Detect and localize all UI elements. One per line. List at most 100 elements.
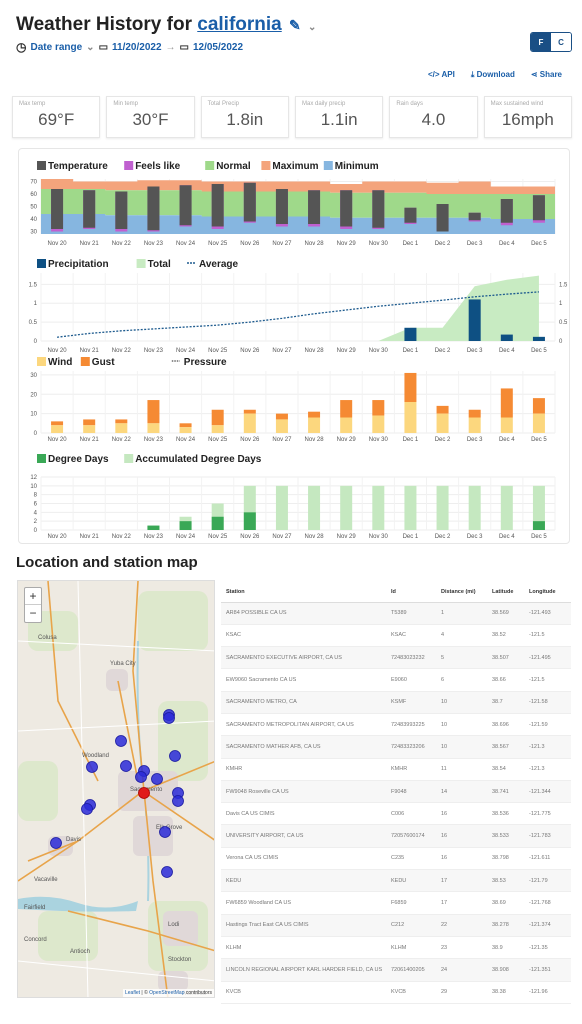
longitude-cell: -121.351 <box>529 958 571 982</box>
location-link[interactable]: california <box>197 14 282 35</box>
col-longitude[interactable]: Longitude <box>529 582 571 603</box>
chevron-down-icon[interactable]: ⌄ <box>308 22 317 33</box>
table-row[interactable]: LINCOLN REGIONAL AIRPORT KARL HARDER FIE… <box>221 958 571 982</box>
table-row[interactable]: SACRAMENTO EXECUTIVE AIRPORT, CA US 72483… <box>221 646 571 670</box>
station-name-cell: KSAC <box>221 624 391 648</box>
table-row[interactable]: KLHM KLHM 23 38.9 -121.35 <box>221 936 571 960</box>
y-tick-label: 6 <box>34 502 38 508</box>
station-marker[interactable] <box>169 750 181 762</box>
stat-label: Total Precip <box>207 101 240 107</box>
station-marker[interactable] <box>50 837 62 849</box>
map-place-label: Stockton <box>168 957 191 963</box>
legend-swatch <box>124 161 134 170</box>
table-row[interactable]: Verona CA US CIMIS C235 16 38.798 -121.611 <box>221 847 571 871</box>
col-latitude[interactable]: Latitude <box>492 582 529 603</box>
table-row[interactable]: KSAC KSAC 4 38.52 -121.5 <box>221 624 571 648</box>
latitude-cell: 38.908 <box>492 958 529 982</box>
x-tick-label: Nov 20 <box>48 241 68 247</box>
osm-link[interactable]: OpenStreetMap <box>149 990 185 996</box>
station-marker[interactable] <box>163 712 175 724</box>
share-link[interactable]: ⋖ Share <box>531 70 562 80</box>
map-place-label: Davis <box>66 837 81 843</box>
station-marker[interactable] <box>151 773 163 785</box>
wind-bar <box>179 427 192 433</box>
download-label: Download <box>476 70 515 79</box>
table-row[interactable]: KVCB KVCB 29 38.38 -121.96 <box>221 981 571 1004</box>
distance-cell: 4 <box>441 624 492 648</box>
latitude-cell: 38.52 <box>492 624 529 648</box>
station-marker[interactable] <box>115 735 127 747</box>
pencil-icon[interactable]: ✎ <box>289 17 301 33</box>
table-row[interactable]: SACRAMENTO METROPOLITAN AIRPORT, CA US 72… <box>221 713 571 737</box>
chevron-down-icon[interactable]: ⌄ <box>86 41 95 53</box>
station-table-grid: Station Id Distance (mi) Latitude Longit… <box>221 582 571 1004</box>
unit-c-button[interactable]: C <box>551 33 571 51</box>
station-name-cell: AR84 POSSIBLE CA US <box>221 602 391 625</box>
table-row[interactable]: KMHR KMHR 11 38.54 -121.3 <box>221 758 571 781</box>
y-tick-label: 0 <box>34 431 38 437</box>
start-date[interactable]: 11/20/2022 <box>112 41 162 53</box>
y-tick-label: 20 <box>30 392 37 398</box>
date-range-button[interactable]: Date range <box>30 41 83 53</box>
y-tick-label-right: 0 <box>559 339 563 345</box>
station-marker[interactable] <box>172 795 184 807</box>
unit-f-button[interactable]: F <box>531 33 551 51</box>
table-row[interactable]: KEDU KEDU 17 38.53 -121.79 <box>221 869 571 893</box>
longitude-cell: -121.3 <box>529 735 571 759</box>
station-marker[interactable] <box>135 771 147 783</box>
summary-stats: Max temp 69°F Min temp 30°F Total Precip 1.… <box>12 96 572 138</box>
table-row[interactable]: SACRAMENTO MATHER AFB, CA US 72483323206 1… <box>221 735 571 759</box>
gust-bar <box>308 411 321 418</box>
table-row[interactable]: SACRAMENTO METRO, CA KSMF 10 38.7 -121.58 <box>221 691 571 714</box>
table-row[interactable]: Davis CA US CIMIS C006 16 38.536 -121.775 <box>221 802 571 826</box>
table-row[interactable]: Hastings Tract East CA US CIMIS C212 22 38.… <box>221 914 571 937</box>
y-tick-label: 8 <box>34 493 38 499</box>
legend-label: Gust <box>92 357 115 368</box>
x-tick-label: Dec 2 <box>435 241 451 247</box>
x-tick-label: Nov 25 <box>208 348 228 354</box>
zoom-out-button[interactable]: − <box>29 606 37 620</box>
y-tick-label: 12 <box>30 475 37 481</box>
gust-bar <box>404 372 417 402</box>
station-marker[interactable] <box>159 826 171 838</box>
gust-bar <box>51 421 64 426</box>
longitude-cell: -121.3 <box>529 758 571 781</box>
station-map[interactable]: + − Yuba CityColusaSacramentoElk GroveVa… <box>17 580 215 998</box>
station-name-cell: Verona CA US CIMIS <box>221 847 391 871</box>
x-tick-label: Dec 2 <box>435 534 451 540</box>
station-id-cell: T5389 <box>391 602 441 625</box>
station-id-cell: 72483323206 <box>391 735 441 759</box>
leaflet-link[interactable]: Leaflet <box>125 990 141 996</box>
map-road <box>47 581 99 782</box>
table-row[interactable]: EW9060 Sacramento CA US E9060 6 38.66 -121.5 <box>221 668 571 692</box>
station-name-cell: SACRAMENTO EXECUTIVE AIRPORT, CA US <box>221 646 391 670</box>
api-link[interactable]: </> API <box>428 70 455 80</box>
center-marker[interactable] <box>138 787 150 799</box>
x-tick-label: Dec 3 <box>467 437 483 443</box>
table-row[interactable]: UNIVERSITY AIRPORT, CA US 72057600174 16 38… <box>221 824 571 848</box>
station-marker[interactable] <box>120 760 132 772</box>
station-marker[interactable] <box>161 866 173 878</box>
legend-label: Accumulated Degree Days <box>135 454 262 465</box>
distance-cell: 22 <box>441 914 492 937</box>
zoom-in-button[interactable]: + <box>25 588 41 605</box>
station-marker[interactable] <box>81 803 93 815</box>
gust-bar <box>532 398 545 414</box>
minimum-band <box>41 214 555 234</box>
charts-svg: Temperature Feels like Normal Maximum Minimu… <box>29 161 568 540</box>
col-station[interactable]: Station <box>221 582 391 603</box>
download-link[interactable]: ⤓ Download <box>471 70 515 80</box>
station-marker[interactable] <box>86 761 98 773</box>
end-date[interactable]: 12/05/2022 <box>192 41 244 53</box>
table-row[interactable]: AR84 POSSIBLE CA US T5389 1 38.569 -121.493 <box>221 602 571 625</box>
table-row[interactable]: FW9048 Roseville CA US F9048 14 38.741 -121.… <box>221 780 571 804</box>
gust-bar <box>115 419 128 424</box>
col-distance[interactable]: Distance (mi) <box>441 582 492 603</box>
col-id[interactable]: Id <box>391 582 441 603</box>
wind-bar <box>83 425 96 433</box>
station-id-cell: F6859 <box>391 891 441 915</box>
x-tick-label: Nov 20 <box>48 437 68 443</box>
map-canvas[interactable]: Yuba CityColusaSacramentoElk GroveVacavi… <box>18 581 215 998</box>
table-row[interactable]: FW6859 Woodland CA US F6859 17 38.69 -121.76… <box>221 891 571 915</box>
wind-bar <box>308 417 321 433</box>
